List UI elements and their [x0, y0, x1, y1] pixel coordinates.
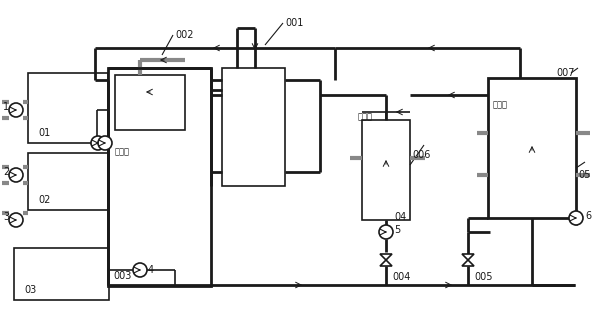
Bar	[115, 75, 185, 130]
Circle shape	[98, 136, 112, 150]
Text: 004: 004	[392, 272, 410, 282]
Bar	[222, 68, 285, 186]
Bar	[488, 78, 576, 218]
Text: 补充水: 补充水	[358, 112, 373, 121]
Text: 6: 6	[585, 211, 591, 221]
Bar	[108, 68, 211, 286]
Text: 05: 05	[578, 170, 591, 180]
Text: 005: 005	[474, 272, 492, 282]
Text: 001: 001	[285, 18, 303, 28]
Circle shape	[9, 103, 23, 117]
Text: 007: 007	[556, 68, 574, 78]
Circle shape	[91, 136, 105, 150]
Text: 02: 02	[38, 195, 50, 205]
Text: 补充水: 补充水	[115, 147, 130, 156]
Text: 3: 3	[3, 212, 9, 222]
Text: 04: 04	[394, 212, 406, 222]
Text: 006: 006	[412, 150, 430, 160]
Text: 2: 2	[3, 167, 9, 177]
Text: 补充水: 补充水	[493, 100, 508, 109]
Circle shape	[9, 213, 23, 227]
Polygon shape	[380, 260, 392, 266]
Bar	[28, 73, 108, 143]
Circle shape	[9, 168, 23, 182]
Bar	[14, 248, 109, 300]
Polygon shape	[462, 254, 474, 260]
Text: 03: 03	[24, 285, 37, 295]
Polygon shape	[462, 260, 474, 266]
Bar	[28, 153, 108, 210]
Text: 002: 002	[175, 30, 193, 40]
Text: 01: 01	[38, 128, 50, 138]
Text: 5: 5	[394, 225, 400, 235]
Text: 003: 003	[113, 271, 131, 281]
Circle shape	[379, 225, 393, 239]
Polygon shape	[380, 254, 392, 260]
Circle shape	[569, 211, 583, 225]
Bar	[362, 120, 410, 220]
Text: 4: 4	[148, 265, 154, 275]
Text: 1: 1	[3, 102, 9, 112]
Circle shape	[133, 263, 147, 277]
